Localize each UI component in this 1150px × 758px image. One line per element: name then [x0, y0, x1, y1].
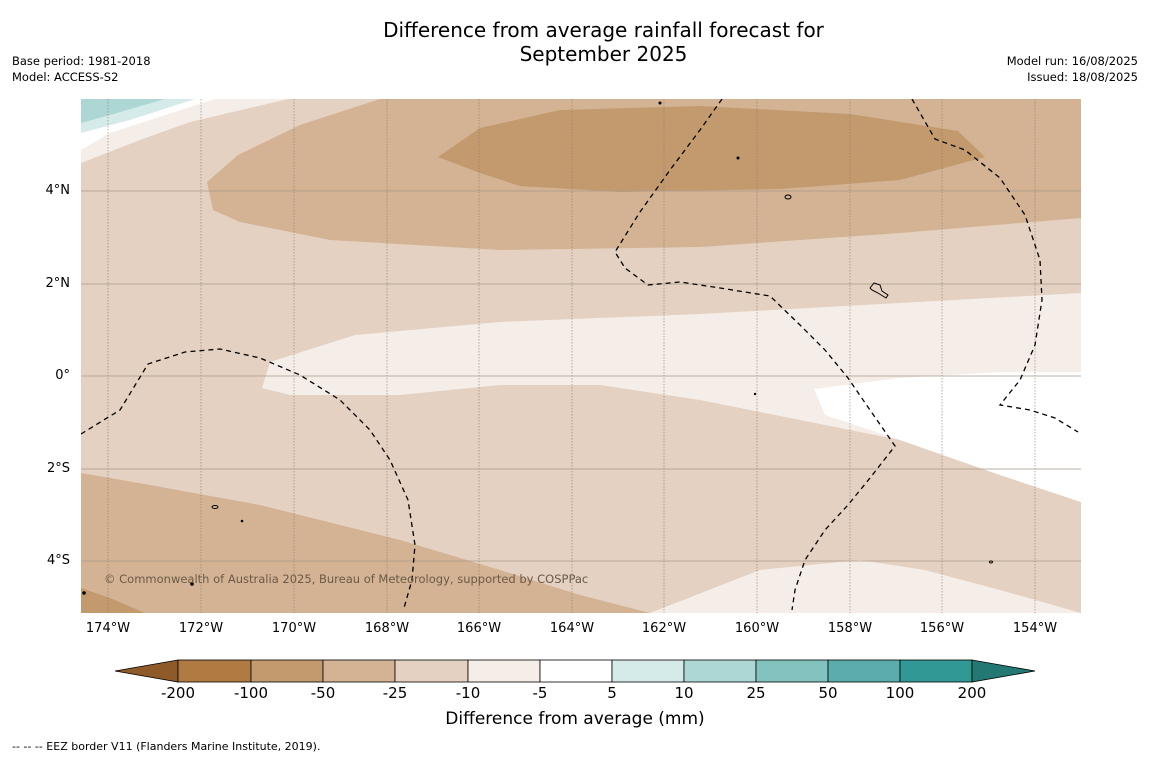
lon-label: 164°W	[549, 621, 595, 636]
colorbar-tick-label: -25	[382, 684, 408, 702]
colorbar-tick-label: 25	[746, 684, 766, 702]
colorbar-swatch	[611, 659, 685, 683]
lon-label: 158°W	[827, 621, 873, 636]
lon-label: 160°W	[734, 621, 780, 636]
colorbar-swatch	[683, 659, 757, 683]
title-line-1: Difference from average rainfall forecas…	[383, 18, 824, 42]
lon-label: 174°W	[85, 621, 131, 636]
colorbar-swatch	[394, 659, 469, 683]
colorbar-swatch	[322, 659, 396, 683]
lon-label: 162°W	[641, 621, 687, 636]
base-period-text: Base period: 1981-2018	[12, 54, 151, 68]
copyright-notice: © Commonwealth of Australia 2025, Bureau…	[104, 572, 589, 586]
colorbar-swatch	[250, 659, 324, 683]
latitude-gridlines	[81, 190, 1081, 562]
issued-text: Issued: 18/08/2025	[1027, 70, 1138, 84]
colorbar-tick-label: -100	[233, 684, 269, 702]
model-text: Model: ACCESS-S2	[12, 70, 119, 84]
rainfall-band-minus10-minus5-equatorial	[262, 293, 1081, 502]
lon-label: 168°W	[364, 621, 410, 636]
rainfall-band-minus100-minus50-southwest	[81, 588, 145, 613]
colorbar-tick-label: -5	[532, 684, 548, 702]
eez-legend-note: -- -- -- EEZ border V11 (Flanders Marine…	[12, 740, 321, 753]
lon-label: 166°W	[456, 621, 502, 636]
lon-label: 172°W	[178, 621, 224, 636]
colorbar-tick-label: 5	[607, 684, 617, 702]
lon-label: 170°W	[271, 621, 317, 636]
metadata-right: Model run: 16/08/2025 Issued: 18/08/2025	[1007, 53, 1138, 85]
colorbar-extend-high	[971, 659, 1036, 683]
colorbar-swatch	[177, 659, 252, 683]
lon-label: 154°W	[1012, 621, 1058, 636]
colorbar-tick-label: 100	[885, 684, 915, 702]
rainfall-band-minus100-minus50-north	[438, 106, 985, 192]
rainfall-band-minus50-minus25-south	[81, 473, 650, 613]
metadata-left: Base period: 1981-2018 Model: ACCESS-S2	[12, 53, 151, 85]
lat-label: 2°S	[46, 461, 70, 476]
colorbar-label: Difference from average (mm)	[445, 709, 705, 729]
lat-label: 0°	[55, 368, 70, 383]
rainfall-band-minus10-minus5-southeast	[650, 560, 1081, 613]
title-line-2: September 2025	[519, 42, 688, 66]
islands	[82, 101, 993, 595]
colorbar-swatch	[755, 659, 829, 683]
colorbar	[114, 659, 1036, 683]
model-run-text: Model run: 16/08/2025	[1006, 54, 1138, 68]
eez-borders	[81, 99, 1079, 611]
colorbar-swatch	[539, 659, 613, 683]
colorbar-swatch	[467, 659, 541, 683]
rainfall-band-minus5-5-east	[814, 372, 1081, 502]
lat-label: 2°N	[45, 276, 71, 291]
lat-label: 4°N	[45, 183, 71, 198]
colorbar-extend-low	[114, 659, 179, 683]
colorbar-tick-label: -200	[160, 684, 196, 702]
lon-label: 156°W	[919, 621, 965, 636]
rainfall-band-10-25-northwest	[81, 99, 165, 123]
colorbar-tick-label: 10	[674, 684, 694, 702]
colorbar-tick-label: 50	[818, 684, 838, 702]
colorbar-tick-label: -10	[455, 684, 481, 702]
colorbar-swatch	[827, 659, 901, 683]
colorbar-tick-label: -50	[310, 684, 336, 702]
map-title: Difference from average rainfall forecas…	[0, 18, 1150, 66]
colorbar-swatch	[899, 659, 973, 683]
colorbar-tick-label: 200	[957, 684, 987, 702]
map-area	[81, 99, 1081, 613]
lat-label: 4°S	[46, 553, 70, 568]
